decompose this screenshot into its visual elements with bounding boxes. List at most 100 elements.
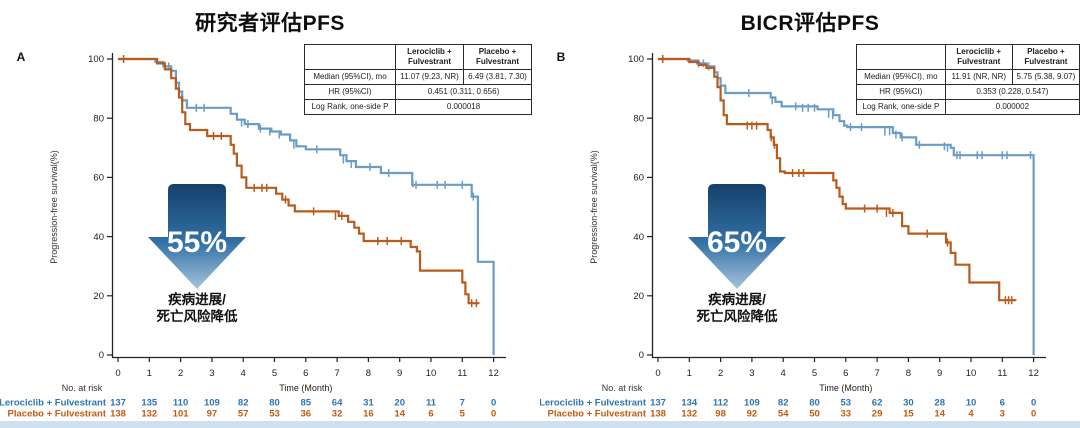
km-curve-placebo xyxy=(118,57,480,305)
risk-count: 7 xyxy=(460,398,465,409)
risk-count: 138 xyxy=(650,409,666,420)
x-tick-label: 1 xyxy=(687,368,692,379)
y-tick-label: 60 xyxy=(93,173,104,184)
panel-letter: B xyxy=(557,50,566,64)
y-tick-label: 100 xyxy=(628,54,644,65)
stats-row-label: Log Rank, one-side P xyxy=(304,99,396,115)
risk-count: 135 xyxy=(141,398,158,409)
risk-count: 82 xyxy=(778,398,789,409)
stats-row-label: HR (95%CI) xyxy=(856,84,946,100)
panel-b-title: BICR评估PFS xyxy=(740,12,880,35)
stats-header-placebo: Placebo + Fulvestrant xyxy=(1011,44,1080,70)
y-axis-label: Progression-free survival(%) xyxy=(49,150,59,264)
panel-a: 研究者评估PFS A Progression-free survival(%) 0 2… xyxy=(0,12,532,420)
x-axis-label: Time (Month) xyxy=(819,383,872,393)
risk-count: 138 xyxy=(110,409,126,420)
x-tick-label: 11 xyxy=(457,368,467,379)
x-tick-label: 9 xyxy=(937,368,942,379)
km-curve-lerociclib xyxy=(658,57,1035,355)
y-tick-label: 40 xyxy=(633,232,644,243)
risk-count: 53 xyxy=(841,398,852,409)
risk-count: 32 xyxy=(332,409,343,420)
stats-median-placebo: 6.49 (3.81, 7.30) xyxy=(463,69,532,85)
stats-row-label: HR (95%CI) xyxy=(304,84,396,100)
risk-count: 0 xyxy=(491,409,496,420)
risk-count: 14 xyxy=(934,409,945,420)
panel-b: BICR评估PFS B Progression-free survival(%) 0… xyxy=(540,0,1080,428)
axis-lines xyxy=(111,53,506,359)
y-tick-label: 0 xyxy=(639,350,644,361)
axis-lines xyxy=(651,53,1046,359)
risk-row-label: Lerociclib + Fulvestrant xyxy=(540,398,647,409)
risk-count: 54 xyxy=(778,409,789,420)
reduction-arrow-icon xyxy=(688,184,786,289)
risk-count: 85 xyxy=(301,398,312,409)
stats-p-value: 0.000002 xyxy=(944,99,1080,115)
reduction-arrow-icon xyxy=(148,184,246,289)
risk-row-label: Placebo + Fulvestrant xyxy=(8,409,107,420)
x-tick-label: 1 xyxy=(147,368,152,379)
x-tick-label: 10 xyxy=(966,368,977,379)
panel-letter: A xyxy=(17,50,26,64)
stats-row-label: Median (95%CI), mo xyxy=(304,69,396,85)
reduction-caption-line2: 死亡风险降低 xyxy=(156,308,238,324)
stats-median-lerociclib: 11.91 (NR, NR) xyxy=(944,69,1013,85)
x-axis-label: Time (Month) xyxy=(279,383,332,393)
risk-count: 112 xyxy=(713,398,728,409)
x-tick-label: 2 xyxy=(178,368,183,379)
stats-header-lerociclib: Lerociclib + Fulvestrant xyxy=(395,44,464,70)
risk-count: 57 xyxy=(238,409,249,420)
risk-count: 14 xyxy=(394,409,405,420)
km-curve-placebo xyxy=(658,57,1017,302)
y-tick-label: 100 xyxy=(88,54,104,65)
no-at-risk-label: No. at risk xyxy=(62,383,103,393)
reduction-percent: 65% xyxy=(707,226,767,259)
risk-count: 80 xyxy=(809,398,820,409)
risk-count: 4 xyxy=(968,409,974,420)
risk-count: 137 xyxy=(650,398,666,409)
risk-count: 134 xyxy=(681,398,698,409)
risk-count: 62 xyxy=(872,398,883,409)
x-tick-label: 3 xyxy=(209,368,214,379)
risk-count: 82 xyxy=(238,398,249,409)
y-tick-label: 20 xyxy=(633,291,644,302)
stats-hr-value: 0.451 (0.311, 0.656) xyxy=(395,84,532,100)
risk-count: 15 xyxy=(903,409,914,420)
stats-corner-cell xyxy=(304,44,396,70)
risk-count: 109 xyxy=(204,398,220,409)
risk-count: 6 xyxy=(1000,398,1005,409)
x-tick-label: 8 xyxy=(906,368,911,379)
risk-count: 80 xyxy=(269,398,280,409)
risk-count: 33 xyxy=(841,409,852,420)
risk-row-label: Lerociclib + Fulvestrant xyxy=(0,398,107,409)
risk-count: 64 xyxy=(332,398,343,409)
stats-hr-value: 0.353 (0.228, 0.547) xyxy=(944,84,1080,100)
risk-count: 10 xyxy=(966,398,977,409)
x-tick-label: 4 xyxy=(241,368,246,379)
risk-count: 109 xyxy=(744,398,760,409)
stats-header-placebo: Placebo + Fulvestrant xyxy=(463,44,532,70)
reduction-caption-line1: 疾病进展/ xyxy=(168,291,226,307)
bottom-strip xyxy=(0,421,1080,428)
x-tick-label: 0 xyxy=(115,368,120,379)
x-tick-label: 3 xyxy=(749,368,754,379)
y-tick-label: 80 xyxy=(93,113,104,124)
risk-count: 11 xyxy=(426,398,437,409)
risk-count: 98 xyxy=(715,409,726,420)
panel-a-title: 研究者评估PFS xyxy=(195,12,345,35)
x-tick-label: 12 xyxy=(488,368,499,379)
x-tick-label: 0 xyxy=(655,368,660,379)
x-tick-label: 5 xyxy=(272,368,277,379)
y-tick-label: 0 xyxy=(99,350,104,361)
x-tick-label: 8 xyxy=(366,368,371,379)
risk-count: 132 xyxy=(141,409,157,420)
risk-count: 97 xyxy=(207,409,218,420)
reduction-caption-line2: 死亡风险降低 xyxy=(696,308,778,324)
y-tick-label: 20 xyxy=(93,291,104,302)
stats-table-b: Lerociclib + Fulvestrant Placebo + Fulve… xyxy=(856,44,1080,115)
x-tick-label: 7 xyxy=(874,368,879,379)
x-tick-label: 6 xyxy=(303,368,308,379)
y-tick-label: 80 xyxy=(633,113,644,124)
